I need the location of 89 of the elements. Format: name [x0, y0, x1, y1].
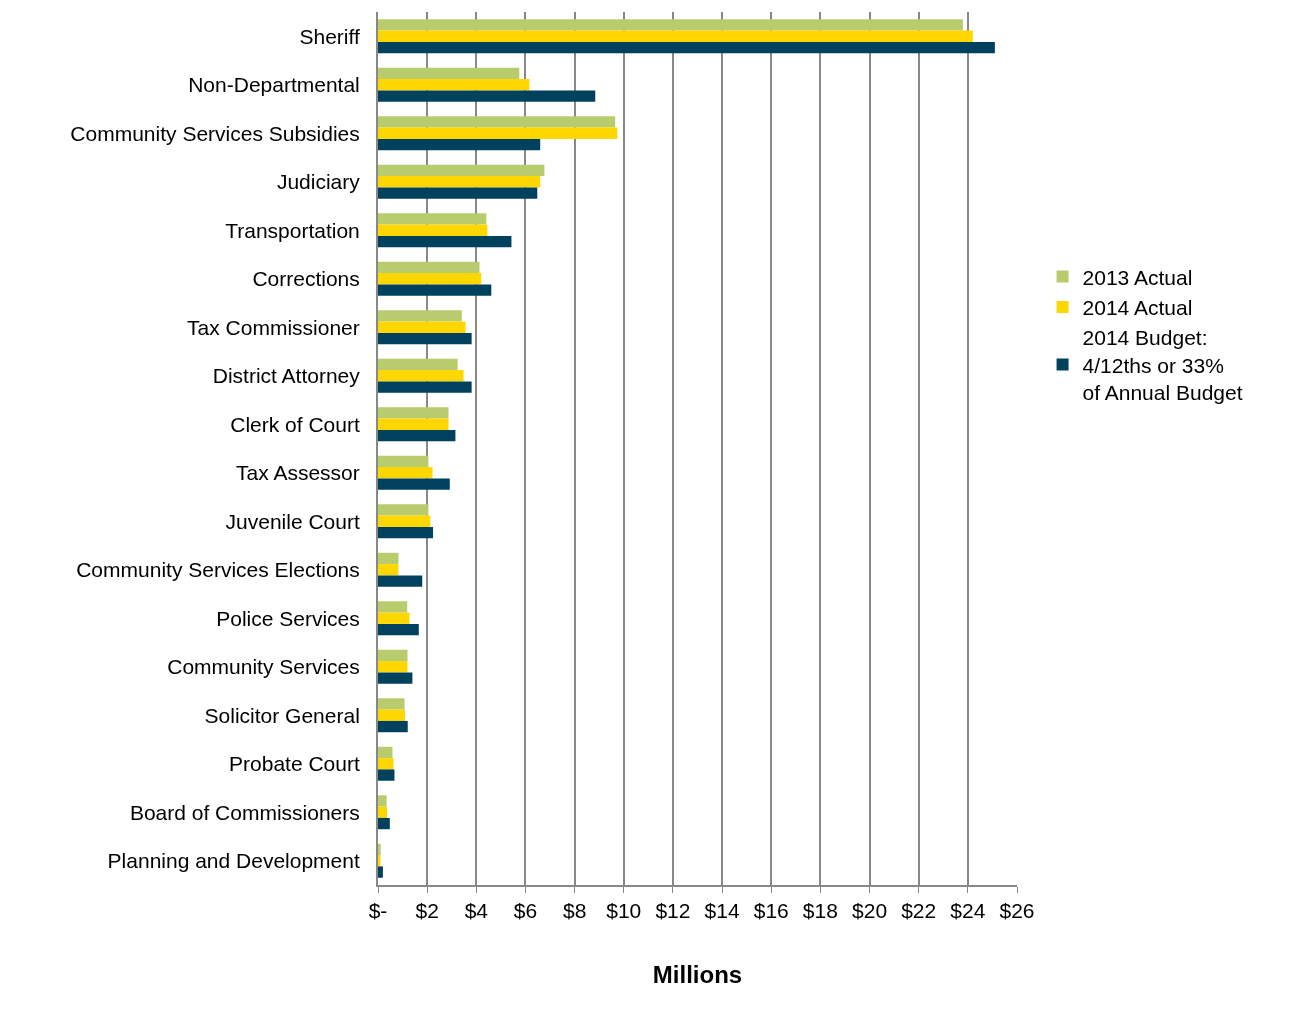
y-tick-label: Tax Assessor	[236, 461, 360, 485]
y-tick-label: Planning and Development	[107, 849, 360, 873]
bar	[378, 187, 538, 199]
bar	[378, 370, 464, 382]
bar	[378, 310, 462, 322]
bar	[378, 661, 408, 673]
bar	[378, 429, 456, 442]
bar	[378, 90, 596, 102]
bar	[378, 30, 973, 42]
x-tick-label: $16	[753, 899, 789, 923]
bar	[378, 127, 618, 139]
bar	[378, 649, 408, 662]
bar	[378, 284, 492, 296]
y-tick-label: Solicitor General	[204, 703, 360, 727]
bar	[378, 672, 413, 684]
bar	[378, 746, 393, 759]
x-tick-label: $20	[852, 899, 888, 923]
bar	[378, 467, 433, 479]
bar	[378, 575, 423, 587]
bar	[378, 176, 541, 188]
x-tick-label: $26	[999, 899, 1035, 923]
bar	[378, 526, 434, 539]
bar	[378, 332, 472, 345]
bar	[378, 138, 541, 151]
y-tick-label: District Attorney	[212, 364, 361, 388]
bar	[378, 817, 390, 830]
bar	[378, 67, 520, 80]
y-tick-label: Non-Departmental	[188, 73, 360, 97]
y-tick-label: Judiciary	[276, 170, 361, 194]
y-tick-label: Sheriff	[299, 24, 360, 48]
x-tick-label: $6	[513, 899, 538, 923]
x-tick-label: $-	[368, 899, 388, 923]
bar	[378, 358, 458, 371]
y-tick-label: Juvenile Court	[225, 509, 360, 533]
y-tick-label: Transportation	[225, 218, 360, 242]
bar	[378, 321, 466, 333]
bar	[378, 623, 419, 636]
bar	[378, 601, 408, 613]
bar	[378, 552, 399, 565]
y-tick-label: Tax Commissioner	[187, 315, 360, 339]
y-tick-label: Police Services	[216, 606, 360, 630]
bar	[378, 515, 431, 527]
bar	[378, 478, 450, 490]
bar	[378, 843, 381, 856]
bar	[378, 564, 399, 576]
legend-label: 2014 Budget: 4/12ths or 33% of Annual Budget	[1082, 326, 1243, 404]
y-tick-label: Probate Court	[229, 752, 360, 776]
x-tick-label: $2	[415, 899, 439, 923]
bar	[378, 709, 406, 721]
bar	[378, 273, 482, 285]
bar	[378, 235, 512, 248]
x-tick-label: $18	[802, 899, 838, 923]
x-tick-label: $12	[655, 899, 691, 923]
bar	[378, 612, 410, 624]
bar	[378, 381, 472, 393]
legend-label: 2013 Actual	[1082, 265, 1193, 289]
bar	[378, 769, 395, 781]
y-tick-label: Community Services Elections	[76, 558, 360, 582]
bar	[378, 19, 963, 31]
y-tick-label: Community Services Subsidies	[70, 121, 360, 145]
bar	[378, 795, 387, 807]
x-tick-label: $14	[704, 899, 740, 923]
x-tick-label: $22	[901, 899, 937, 923]
x-tick-label: $4	[464, 899, 489, 923]
x-tick-label: $8	[562, 899, 587, 923]
x-tick-label: $10	[606, 899, 642, 923]
bar	[378, 866, 383, 878]
bar	[378, 418, 449, 430]
bar	[378, 407, 449, 419]
bar	[378, 758, 394, 770]
y-tick-label: Corrections	[252, 267, 360, 291]
bar	[378, 213, 487, 225]
bar	[378, 455, 429, 468]
x-axis-title: Millions	[652, 961, 743, 988]
bar	[378, 261, 480, 274]
x-tick-label: $24	[950, 899, 986, 923]
bar	[378, 79, 530, 91]
bar	[378, 164, 545, 177]
bar	[378, 698, 405, 710]
legend-label: 2014 Actual	[1082, 296, 1193, 320]
bar	[378, 116, 616, 128]
y-tick-label: Clerk of Court	[230, 412, 360, 436]
y-tick-label: Board of Commissioners	[129, 800, 360, 824]
bar	[378, 504, 429, 516]
bar	[378, 806, 388, 818]
bar	[378, 41, 995, 54]
bar	[378, 224, 488, 236]
bar	[378, 720, 408, 733]
y-tick-label: Community Services	[167, 655, 360, 679]
